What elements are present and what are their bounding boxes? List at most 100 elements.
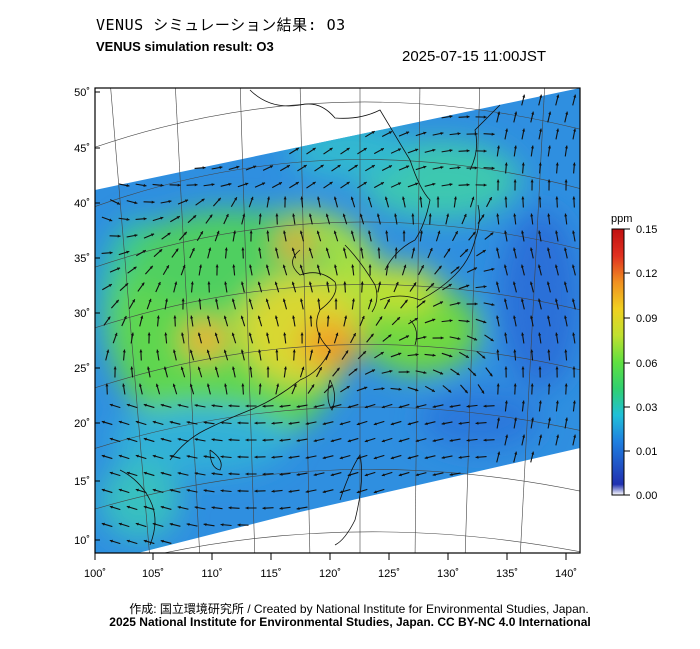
wind-arrow-head — [521, 196, 525, 200]
wind-arrow-head — [334, 298, 338, 302]
wind-arrow-head — [305, 422, 309, 426]
wind-arrow-head — [381, 405, 385, 409]
wind-arrow-head — [143, 437, 147, 441]
wind-arrow-head — [360, 281, 364, 285]
colorbar-tick-label: 0.09 — [636, 313, 657, 325]
wind-arrow-head — [126, 539, 130, 543]
wind-arrow-head — [249, 264, 253, 268]
wind-arrow-head — [346, 181, 350, 185]
wind-arrow-head — [194, 438, 198, 442]
wind-arrow-head — [223, 315, 227, 319]
wind-arrow-head — [237, 489, 241, 493]
wind-arrow-head — [346, 386, 350, 389]
wind-arrow-head — [203, 455, 207, 459]
lat-axis: 50˚ 45˚ 40˚ 35˚ 30˚ 25˚ 20˚ 15˚ 10˚ — [74, 87, 90, 547]
wind-arrow-head — [163, 366, 167, 370]
wind-arrow-head — [446, 213, 450, 217]
colorbar-tick-label: 0.03 — [636, 402, 657, 414]
wind-arrow-head — [546, 247, 550, 251]
wind-arrow-head — [436, 196, 440, 200]
wind-arrow-head — [403, 264, 407, 268]
wind-arrow-head — [398, 439, 402, 443]
wind-arrow-head — [330, 473, 334, 477]
wind-arrow-head — [514, 111, 518, 115]
wind-arrow-head — [220, 489, 224, 493]
wind-arrow-head — [415, 473, 419, 477]
wind-arrow-head — [109, 539, 113, 543]
wind-arrow-head — [475, 455, 479, 459]
wind-arrow-head — [278, 182, 282, 186]
wind-arrow-head — [116, 267, 121, 271]
wind-arrow-head — [206, 383, 210, 387]
wind-arrow-head — [572, 196, 576, 200]
wind-arrow-head — [431, 388, 435, 392]
wind-arrow-head — [412, 247, 416, 251]
wind-arrow-head — [369, 298, 373, 302]
wind-arrow-head — [279, 404, 283, 408]
wind-arrow-head — [131, 332, 135, 336]
wind-arrow-head — [496, 383, 500, 387]
wind-arrow-head — [299, 298, 303, 302]
wind-arrow-head — [194, 404, 198, 408]
wind-arrow-head — [428, 213, 432, 217]
wind-arrow-head — [194, 472, 198, 476]
lon-tick-label: 125˚ — [378, 568, 400, 580]
wind-arrow-head — [258, 383, 262, 387]
wind-arrow-head — [118, 454, 122, 458]
wind-arrow-head — [405, 335, 409, 339]
wind-arrow-head — [343, 281, 347, 285]
wind-arrow-head — [220, 455, 224, 459]
wind-arrow-head — [504, 162, 508, 166]
wind-arrow-head — [398, 473, 402, 477]
wind-arrow-head — [261, 182, 266, 186]
wind-arrow-head — [454, 231, 458, 235]
wind-arrow-head — [299, 230, 303, 234]
wind-arrow-head — [395, 281, 399, 286]
wind-arrow-head — [505, 434, 509, 438]
wind-arrow-head — [236, 165, 240, 169]
wind-arrow-head — [415, 439, 419, 443]
wind-arrow-head — [240, 349, 244, 353]
lon-ticks — [94, 553, 567, 560]
wind-arrow-head — [415, 148, 419, 152]
wind-arrow-head — [456, 372, 460, 376]
wind-arrow-head — [548, 111, 552, 115]
wind-arrow-head — [254, 421, 258, 425]
wind-arrow-head — [546, 281, 550, 285]
wind-arrow-head — [308, 247, 312, 251]
wind-arrow-head — [138, 383, 142, 387]
lat-ticks — [95, 91, 100, 541]
wind-arrow-head — [449, 183, 453, 187]
wind-arrow-head — [364, 405, 368, 409]
wind-arrow-head — [405, 131, 410, 135]
wind-arrow-head — [288, 421, 292, 425]
wind-arrow-head — [420, 265, 424, 269]
wind-arrow-head — [160, 471, 164, 475]
wind-arrow-head — [456, 266, 460, 270]
wind-arrow-head — [386, 299, 390, 303]
wind-arrow-head — [503, 264, 507, 268]
colorbar-tick-label: 0.06 — [636, 358, 657, 370]
wind-arrow-head — [215, 298, 219, 302]
wind-vectors — [101, 94, 577, 545]
wind-arrow-head — [283, 196, 287, 200]
wind-arrow-head — [197, 366, 201, 370]
wind-arrow-head — [432, 318, 436, 322]
wind-arrow-head — [219, 165, 223, 170]
wind-arrow-head — [337, 164, 341, 168]
wind-arrow-head — [472, 372, 477, 376]
wind-arrow-head — [423, 371, 427, 375]
wind-arrow-head — [422, 300, 426, 304]
wind-arrow-head — [449, 404, 453, 408]
wind-arrow-head — [220, 421, 224, 425]
wind-arrow-head — [310, 349, 314, 353]
wind-arrow-head — [475, 421, 479, 425]
wind-arrow-head — [448, 284, 452, 287]
wind-arrow-head — [296, 438, 300, 442]
wind-arrow-head — [385, 264, 389, 268]
wind-arrow-head — [354, 164, 358, 168]
wind-arrow-head — [457, 337, 461, 341]
wind-arrow-head — [406, 370, 410, 374]
wind-arrow-head — [430, 283, 434, 287]
wind-arrow-head — [449, 149, 453, 153]
